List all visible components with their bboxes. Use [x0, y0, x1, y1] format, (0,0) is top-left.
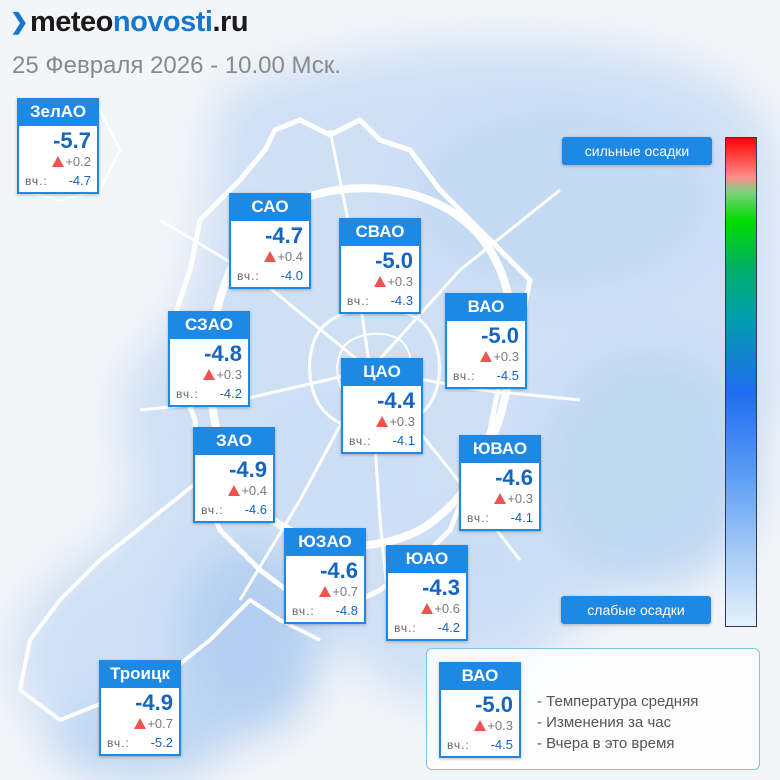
hourly-change: +0.3 [494, 491, 533, 506]
scale-label-heavy: сильные осадки [562, 137, 712, 165]
yesterday-temperature: -4.3 [390, 293, 413, 308]
yesterday-label: вч.: [394, 621, 417, 635]
yesterday-temperature: -4.2 [219, 386, 242, 401]
hourly-change: +0.7 [134, 716, 173, 731]
scale-label-light: слабые осадки [561, 596, 711, 624]
hourly-change: +0.7 [319, 584, 358, 599]
rise-arrow-icon [474, 720, 487, 731]
legend-item: - Вчера в это время [537, 735, 675, 752]
yesterday-label: вч.: [453, 369, 476, 383]
avg-temperature: -5.0 [481, 323, 519, 348]
yesterday-temperature: -4.6 [244, 502, 267, 517]
district-card-szao: СЗАО -4.8 +0.3 вч.: -4.2 [168, 311, 250, 407]
avg-temperature: -5.7 [53, 128, 91, 153]
district-name: ВАО [445, 293, 527, 321]
district-card-svao: СВАО -5.0 +0.3 вч.: -4.3 [339, 218, 421, 314]
rise-arrow-icon [203, 369, 216, 380]
yesterday-label: вч.: [107, 736, 130, 750]
logo-mark-icon: ❯ [10, 9, 28, 34]
hourly-change: +0.3 [480, 349, 519, 364]
yesterday-temperature: -4.1 [510, 510, 533, 525]
avg-temperature: -4.9 [135, 690, 173, 715]
district-name: ЮВАО [459, 435, 541, 463]
hourly-change: +0.4 [228, 483, 267, 498]
yesterday-label: вч.: [347, 294, 370, 308]
rise-arrow-icon [421, 603, 434, 614]
district-card-cao: ЦАО -4.4 +0.3 вч.: -4.1 [341, 358, 423, 454]
district-name: ЗАО [193, 427, 275, 455]
hourly-change: +0.2 [52, 154, 91, 169]
legend-sample-card: ВАО -5.0 +0.3 вч.: -4.5 [439, 662, 521, 758]
avg-temperature: -4.8 [204, 341, 242, 366]
district-card-sao: САО -4.7 +0.4 вч.: -4.0 [229, 193, 311, 289]
district-name: СВАО [339, 218, 421, 246]
yesterday-temperature: -4.5 [496, 368, 519, 383]
yesterday-label: вч.: [25, 174, 48, 188]
district-card-zao: ЗАО -4.9 +0.4 вч.: -4.6 [193, 427, 275, 523]
avg-temperature: -4.4 [377, 388, 415, 413]
yesterday-temperature: -4.2 [437, 620, 460, 635]
rise-arrow-icon [480, 351, 493, 362]
rise-arrow-icon [264, 251, 277, 262]
hourly-change: +0.3 [376, 414, 415, 429]
yesterday-label: вч.: [467, 511, 490, 525]
legend-item: - Изменения за час [537, 714, 672, 731]
precip-patch [540, 350, 760, 590]
rise-arrow-icon [376, 416, 389, 427]
district-name: ЦАО [341, 358, 423, 386]
hourly-change: +0.3 [474, 718, 513, 733]
rise-arrow-icon [374, 276, 387, 287]
new-moscow-boundary [18, 478, 321, 722]
precipitation-scale-bar [725, 137, 757, 627]
yesterday-label: вч.: [447, 738, 470, 752]
yesterday-temperature: -5.2 [150, 735, 173, 750]
district-card-vao: ВАО -5.0 +0.3 вч.: -4.5 [445, 293, 527, 389]
rise-arrow-icon [494, 493, 507, 504]
yesterday-temperature: -4.1 [392, 433, 415, 448]
avg-temperature: -4.9 [229, 457, 267, 482]
yesterday-temperature: -4.5 [490, 737, 513, 752]
district-card-yuao: ЮАО -4.3 +0.6 вч.: -4.2 [386, 545, 468, 641]
rise-arrow-icon [52, 156, 65, 167]
district-name: Троицк [99, 660, 181, 688]
legend-items: - Температура средняя - Изменения за час… [537, 691, 698, 754]
avg-temperature: -4.6 [495, 465, 533, 490]
yesterday-temperature: -4.7 [68, 173, 91, 188]
rise-arrow-icon [319, 586, 332, 597]
yesterday-temperature: -4.0 [280, 268, 303, 283]
district-name: СЗАО [168, 311, 250, 339]
legend-item: - Температура средняя [537, 693, 699, 710]
yesterday-label: вч.: [349, 434, 372, 448]
yesterday-label: вч.: [201, 503, 224, 517]
avg-temperature: -4.7 [265, 223, 303, 248]
yesterday-label: вч.: [176, 387, 199, 401]
district-card-troitsk: Троицк -4.9 +0.7 вч.: -5.2 [99, 660, 181, 756]
avg-temperature: -4.3 [422, 575, 460, 600]
yesterday-label: вч.: [237, 269, 260, 283]
hourly-change: +0.6 [421, 601, 460, 616]
avg-temperature: -5.0 [375, 248, 413, 273]
hourly-change: +0.3 [203, 367, 242, 382]
forecast-date: 25 Февраля 2026 - 10.00 Мск. [12, 52, 341, 79]
district-card-yuvao: ЮВАО -4.6 +0.3 вч.: -4.1 [459, 435, 541, 531]
yesterday-temperature: -4.8 [335, 603, 358, 618]
district-name: САО [229, 193, 311, 221]
district-name: ВАО [439, 662, 521, 690]
avg-temperature: -4.6 [320, 558, 358, 583]
district-name: ЮЗАО [284, 528, 366, 556]
legend-box: ВАО -5.0 +0.3 вч.: -4.5 - Температура ср… [426, 648, 760, 770]
yesterday-label: вч.: [292, 604, 315, 618]
hourly-change: +0.3 [374, 274, 413, 289]
district-card-yuzao: ЮЗАО -4.6 +0.7 вч.: -4.8 [284, 528, 366, 624]
site-logo[interactable]: ❯meteonovosti.ru [10, 6, 249, 38]
district-card-zelao: ЗелАО -5.7 +0.2 вч.: -4.7 [17, 98, 99, 194]
rise-arrow-icon [228, 485, 241, 496]
rise-arrow-icon [134, 718, 147, 729]
avg-temperature: -5.0 [475, 692, 513, 717]
district-name: ЗелАО [17, 98, 99, 126]
district-name: ЮАО [386, 545, 468, 573]
hourly-change: +0.4 [264, 249, 303, 264]
